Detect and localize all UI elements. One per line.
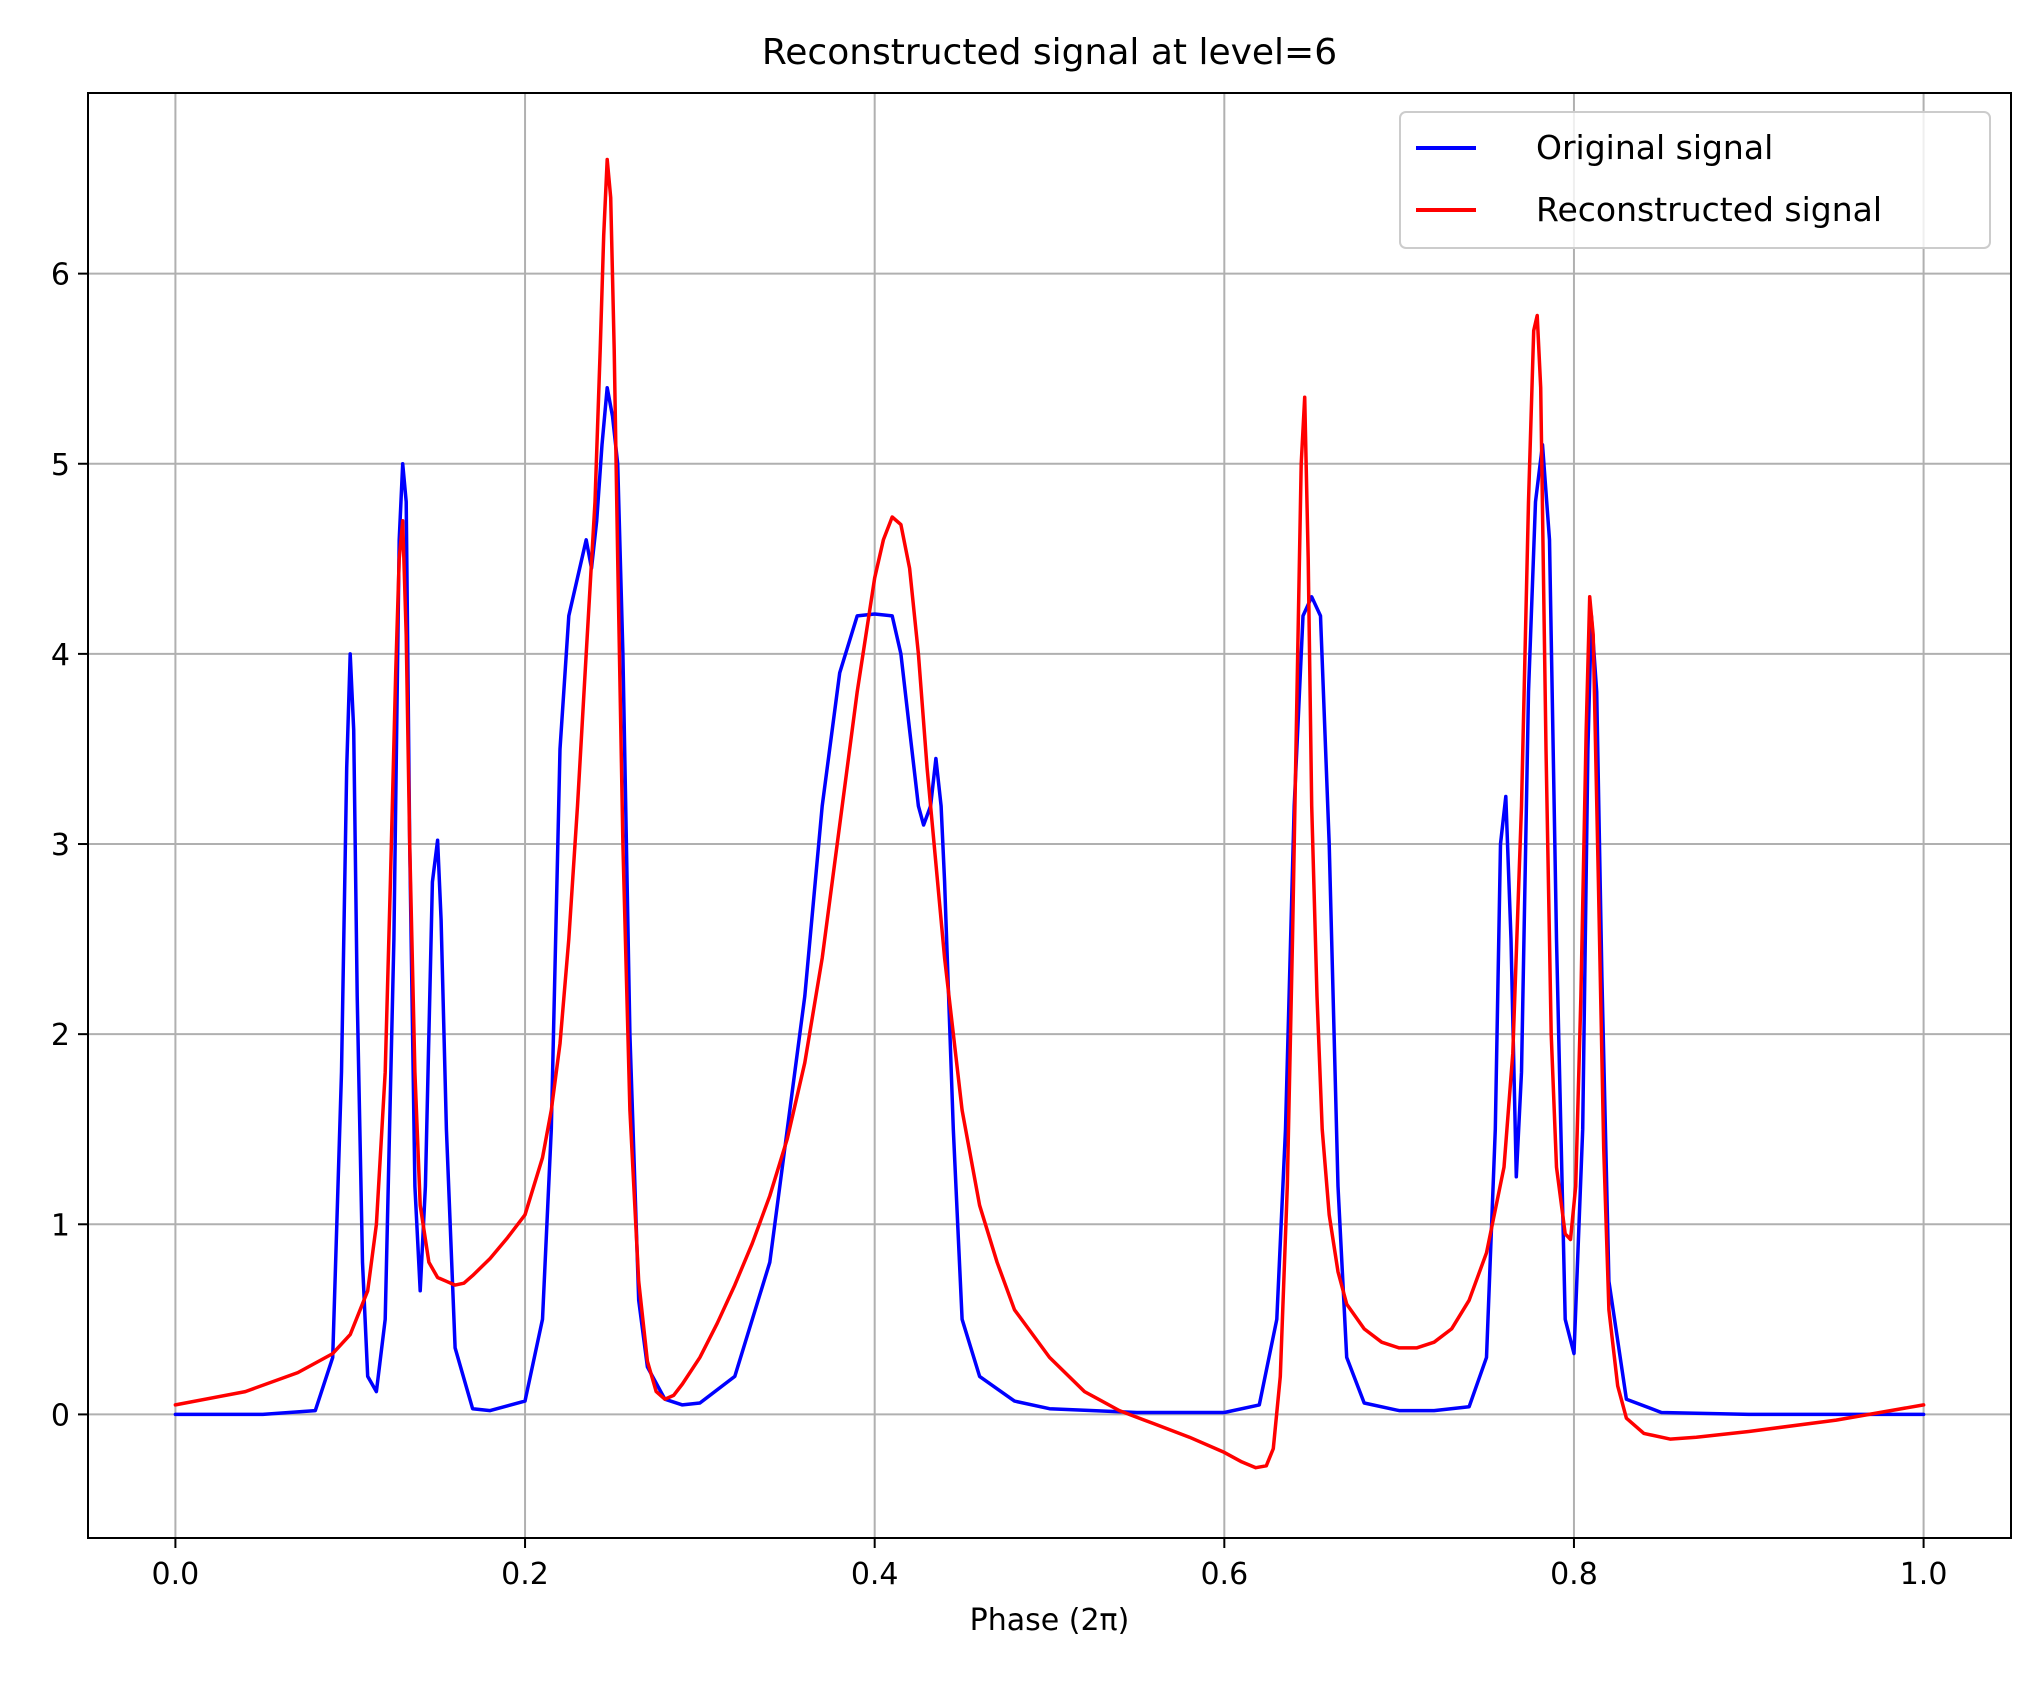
x-tick-label: 0.4 [851,1557,899,1592]
legend-label-1: Reconstructed signal [1536,190,1882,229]
y-tick-label: 3 [51,828,70,863]
x-axis-label: Phase (2π) [970,1603,1130,1638]
legend: Original signal Reconstructed signal [1399,111,1991,249]
y-tick-label: 4 [51,638,70,673]
plot-frame [87,92,2012,1539]
legend-label-0: Original signal [1536,128,1773,167]
y-tick-label: 5 [51,448,70,483]
y-tick-label: 1 [51,1208,70,1243]
x-tick-label: 0.0 [152,1557,200,1592]
x-tick-label: 1.0 [1900,1557,1948,1592]
grid [88,93,2011,1538]
series-line-0 [173,385,1926,1417]
series-line-1 [173,157,1926,1470]
x-axis: 0.0 0.2 0.4 0.6 0.8 1.0 [152,1538,1948,1592]
y-axis: 0 1 2 3 4 5 6 [51,258,88,1433]
legend-box [1399,111,1991,249]
x-tick-label: 0.2 [501,1557,549,1592]
x-tick-label: 0.6 [1200,1557,1248,1592]
chart-title: Reconstructed signal at level=6 [762,32,1337,73]
series-layer [173,157,1926,1470]
y-tick-label: 6 [51,258,70,293]
y-tick-label: 2 [51,1018,70,1053]
x-tick-label: 0.8 [1550,1557,1598,1592]
y-tick-label: 0 [51,1398,70,1433]
